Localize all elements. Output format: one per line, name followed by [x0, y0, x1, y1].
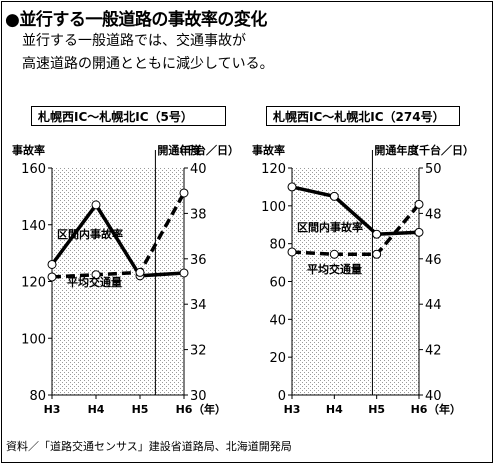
right-tick-label: 42	[425, 344, 442, 359]
right-axis-title: （千台／日）	[173, 143, 239, 157]
left-tick-label: 100	[21, 332, 46, 347]
traffic-volume-point	[91, 270, 101, 280]
opening-year-label: 開通年度	[374, 143, 419, 157]
left-tick-label: 120	[261, 162, 286, 177]
left-tick-label: 160	[21, 162, 46, 177]
right-tick-label: 32	[190, 344, 207, 359]
accident-rate-point	[287, 182, 297, 192]
x-tick-label: H5	[132, 403, 149, 416]
left-tick-label: 60	[269, 276, 286, 291]
x-tick-label: H5	[368, 403, 385, 416]
left-axis-title: 事故率	[12, 143, 45, 157]
right-axis-title: （千台／日）	[408, 143, 474, 157]
left-tick-label: 20	[269, 351, 286, 366]
chart-title-route274: 札幌西IC～札幌北IC（274号）	[266, 106, 460, 126]
x-tick-label: H6	[411, 403, 428, 416]
traffic-volume-point	[329, 249, 339, 259]
traffic-volume-point	[372, 249, 382, 259]
x-tick-label: H6	[176, 403, 193, 416]
traffic-volume-label: 平均交通量	[67, 275, 122, 289]
left-tick-label: 140	[21, 219, 46, 234]
left-tick-label: 40	[269, 313, 286, 328]
accident-rate-label: 区間内事故率	[297, 220, 363, 234]
left-tick-label: 80	[29, 389, 46, 404]
plot-area	[292, 168, 419, 395]
opening-year-label: 開通年度	[157, 143, 202, 157]
chart-sapporo-route274: 0 20 40 60 80 100 120 40 42 44 46 48 50 H3 H4 H5 H6 （年） 事故…	[252, 143, 474, 416]
x-unit-label: （年）	[193, 402, 226, 416]
right-tick-label: 40	[425, 389, 442, 404]
accident-rate-line	[291, 185, 420, 236]
subtitle-line-1: 並行する一般道路では、交通事故が	[22, 33, 246, 49]
page-title: ●並行する一般道路の事故率の変化	[5, 10, 267, 30]
chart-title-route5: 札幌西IC～札幌北IC（5号）	[31, 106, 226, 126]
accident-rate-point	[179, 268, 189, 278]
right-tick-label: 48	[425, 207, 442, 222]
left-axis-title: 事故率	[252, 143, 285, 157]
traffic-volume-point	[179, 188, 189, 198]
traffic-volume-point	[414, 199, 424, 209]
accident-rate-point	[372, 229, 382, 239]
right-tick-label: 46	[425, 253, 442, 268]
traffic-volume-point	[135, 267, 145, 277]
subtitle-line-2: 高速道路の開通とともに減少している。	[22, 56, 274, 72]
x-tick-label: H3	[44, 403, 61, 416]
x-unit-label: （年）	[428, 402, 461, 416]
right-tick-label: 44	[425, 298, 442, 313]
traffic-volume-line	[51, 192, 186, 279]
accident-rate-point	[47, 259, 57, 269]
traffic-volume-point	[47, 272, 57, 282]
left-tick-label: 80	[269, 238, 286, 253]
right-tick-label: 36	[190, 253, 207, 268]
accident-rate-line	[50, 201, 185, 278]
right-tick-label: 30	[190, 389, 207, 404]
plot-area	[52, 168, 184, 395]
right-tick-label: 34	[190, 298, 207, 313]
accident-rate-label: 区間内事故率	[57, 227, 123, 241]
right-tick-label: 50	[425, 162, 442, 177]
x-tick-label: H4	[88, 403, 105, 416]
accident-rate-point	[414, 227, 424, 237]
x-tick-label: H4	[326, 403, 343, 416]
chart-sapporo-route5: 80 100 120 140 160 30 32 34 36 38 40 H3 H4 H5 H6 （年） 事故率…	[12, 143, 239, 416]
source-note: 資料／「道路交通センサス」建設省道路局、北海道開発局	[6, 440, 292, 453]
traffic-volume-label: 平均交通量	[307, 262, 362, 276]
traffic-volume-line	[291, 203, 421, 257]
left-tick-label: 120	[21, 276, 46, 291]
right-tick-label: 38	[190, 207, 207, 222]
traffic-volume-point	[287, 247, 297, 257]
right-tick-label: 40	[190, 162, 207, 177]
accident-rate-point	[91, 200, 101, 210]
x-tick-label: H3	[284, 403, 301, 416]
accident-rate-point	[329, 191, 339, 201]
left-tick-label: 0	[278, 389, 286, 404]
left-tick-label: 100	[261, 200, 286, 215]
